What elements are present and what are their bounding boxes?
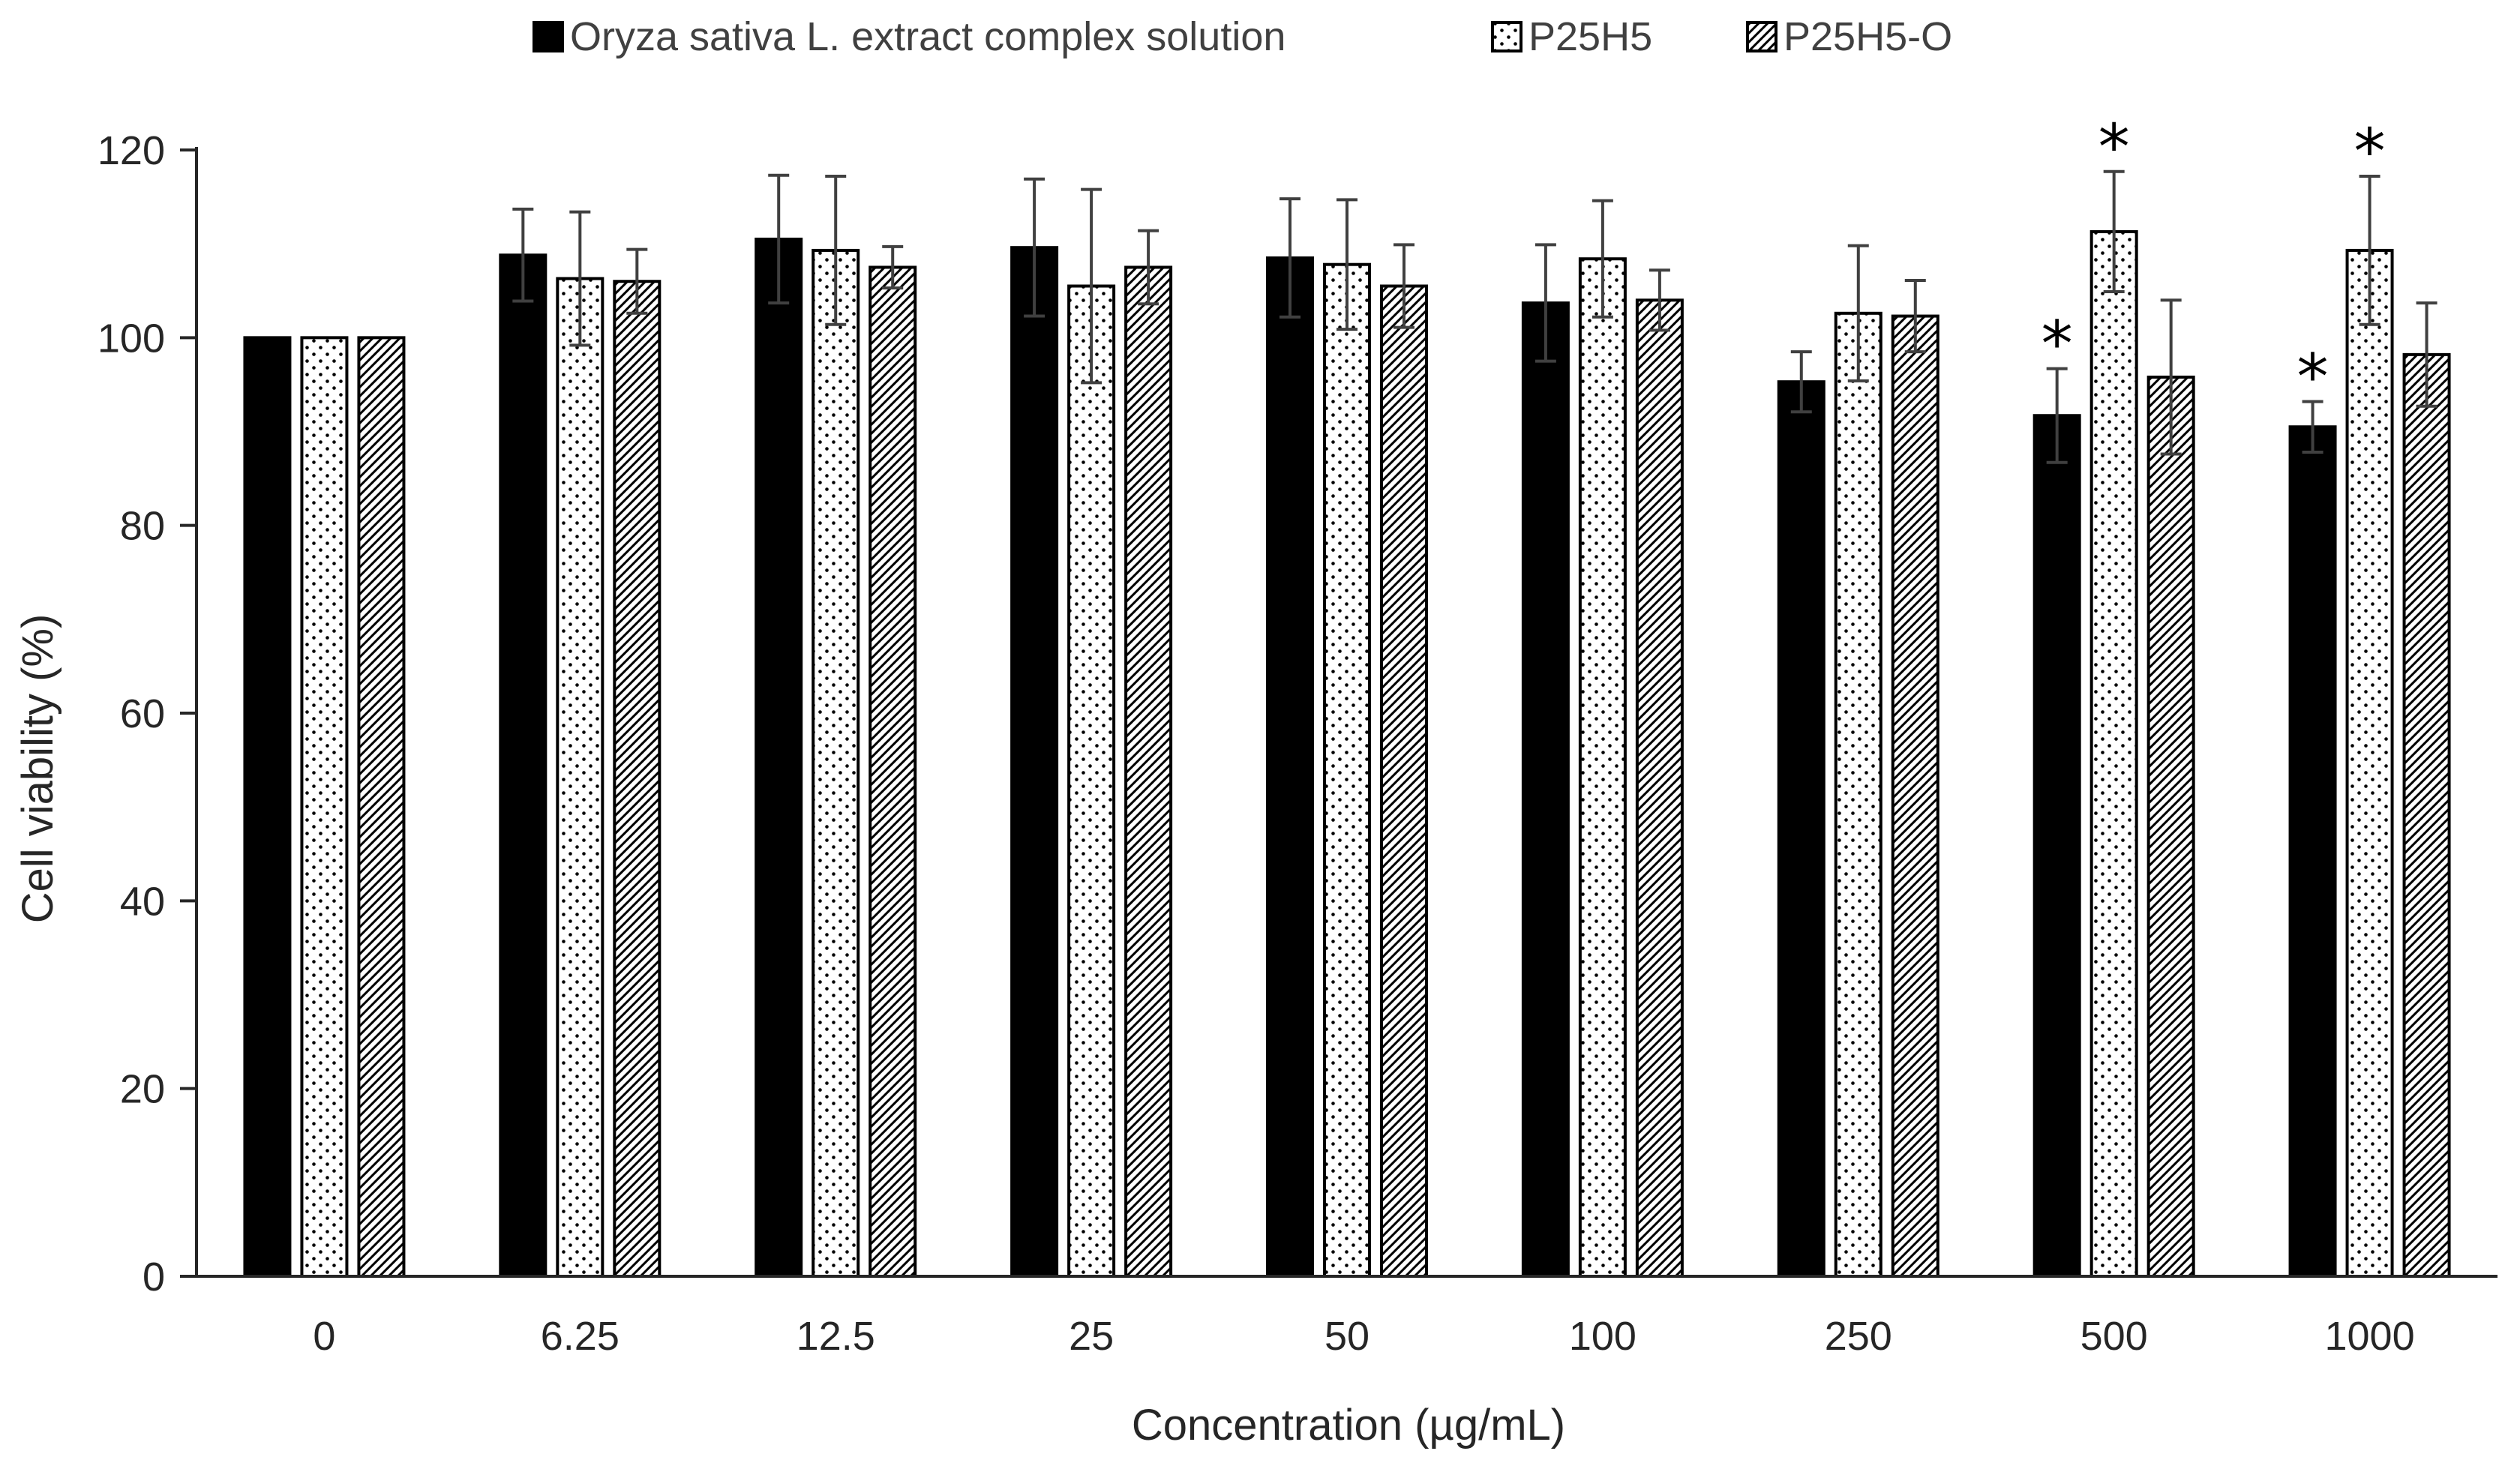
bar (1266, 256, 1314, 1279)
y-axis: 0 20 40 60 80 100 120 (98, 128, 198, 1300)
bar (357, 336, 406, 1278)
bar (1635, 298, 1684, 1278)
x-axis-title: Concentration (µg/mL) (1132, 1401, 1565, 1450)
significance-star: * (2297, 340, 2329, 413)
x-tick-label: 12.5 (796, 1314, 875, 1359)
bar (1124, 265, 1173, 1278)
significance-markers: * * * * (2042, 110, 2386, 414)
bar (613, 280, 662, 1279)
significance-star: * (2042, 307, 2073, 381)
y-tick-label: 40 (120, 879, 165, 924)
x-tick-label: 6.25 (541, 1314, 620, 1359)
legend-label: P25H5-O (1784, 14, 1952, 59)
legend-swatch (1746, 21, 1778, 52)
x-axis: 0 6.25 12.5 25 50 100 250 500 1000 (196, 1275, 2498, 1359)
bar (1777, 380, 1826, 1279)
y-tick-label: 120 (98, 128, 165, 173)
bar (2146, 375, 2195, 1278)
legend: Oryza sativa L. extract complex solution… (532, 14, 1952, 59)
bar (2032, 414, 2081, 1278)
bar (1010, 246, 1059, 1278)
bar (868, 265, 917, 1278)
legend-label: Oryza sativa L. extract complex solution (570, 14, 1286, 59)
x-tick-label: 50 (1324, 1314, 1370, 1359)
bar (499, 253, 548, 1279)
bar (2288, 425, 2337, 1278)
x-tick-label: 250 (1825, 1314, 1892, 1359)
x-tick-label: 0 (313, 1314, 335, 1359)
y-tick-label: 60 (120, 691, 165, 736)
y-tick-label: 100 (98, 316, 165, 361)
y-axis-title: Cell viability (%) (14, 614, 62, 924)
significance-star: * (2354, 115, 2386, 188)
bar (2345, 248, 2394, 1278)
bar (2402, 352, 2451, 1279)
bar (1521, 301, 1570, 1279)
significance-star: * (2098, 110, 2130, 184)
bar (556, 277, 604, 1278)
bar (2090, 229, 2138, 1278)
x-tick-label: 500 (2080, 1314, 2148, 1359)
bar (812, 248, 860, 1278)
bar (1834, 311, 1882, 1278)
bar (243, 336, 292, 1278)
legend-swatch (532, 21, 564, 52)
x-tick-label: 1000 (2324, 1314, 2414, 1359)
error-bars-group (512, 169, 2438, 464)
legend-swatch (1491, 21, 1522, 52)
bar (1891, 314, 1940, 1278)
y-tick-label: 80 (120, 504, 165, 549)
x-tick-label: 25 (1069, 1314, 1114, 1359)
bar (1578, 257, 1627, 1278)
bars-group (243, 229, 2451, 1279)
bar (1323, 262, 1371, 1278)
x-tick-label: 100 (1569, 1314, 1636, 1359)
bar (1067, 284, 1116, 1278)
bar (300, 336, 349, 1278)
y-tick-label: 0 (142, 1255, 165, 1300)
legend-label: P25H5 (1528, 14, 1652, 59)
bar (1380, 284, 1428, 1278)
y-tick-label: 20 (120, 1067, 165, 1112)
bar (754, 237, 803, 1278)
